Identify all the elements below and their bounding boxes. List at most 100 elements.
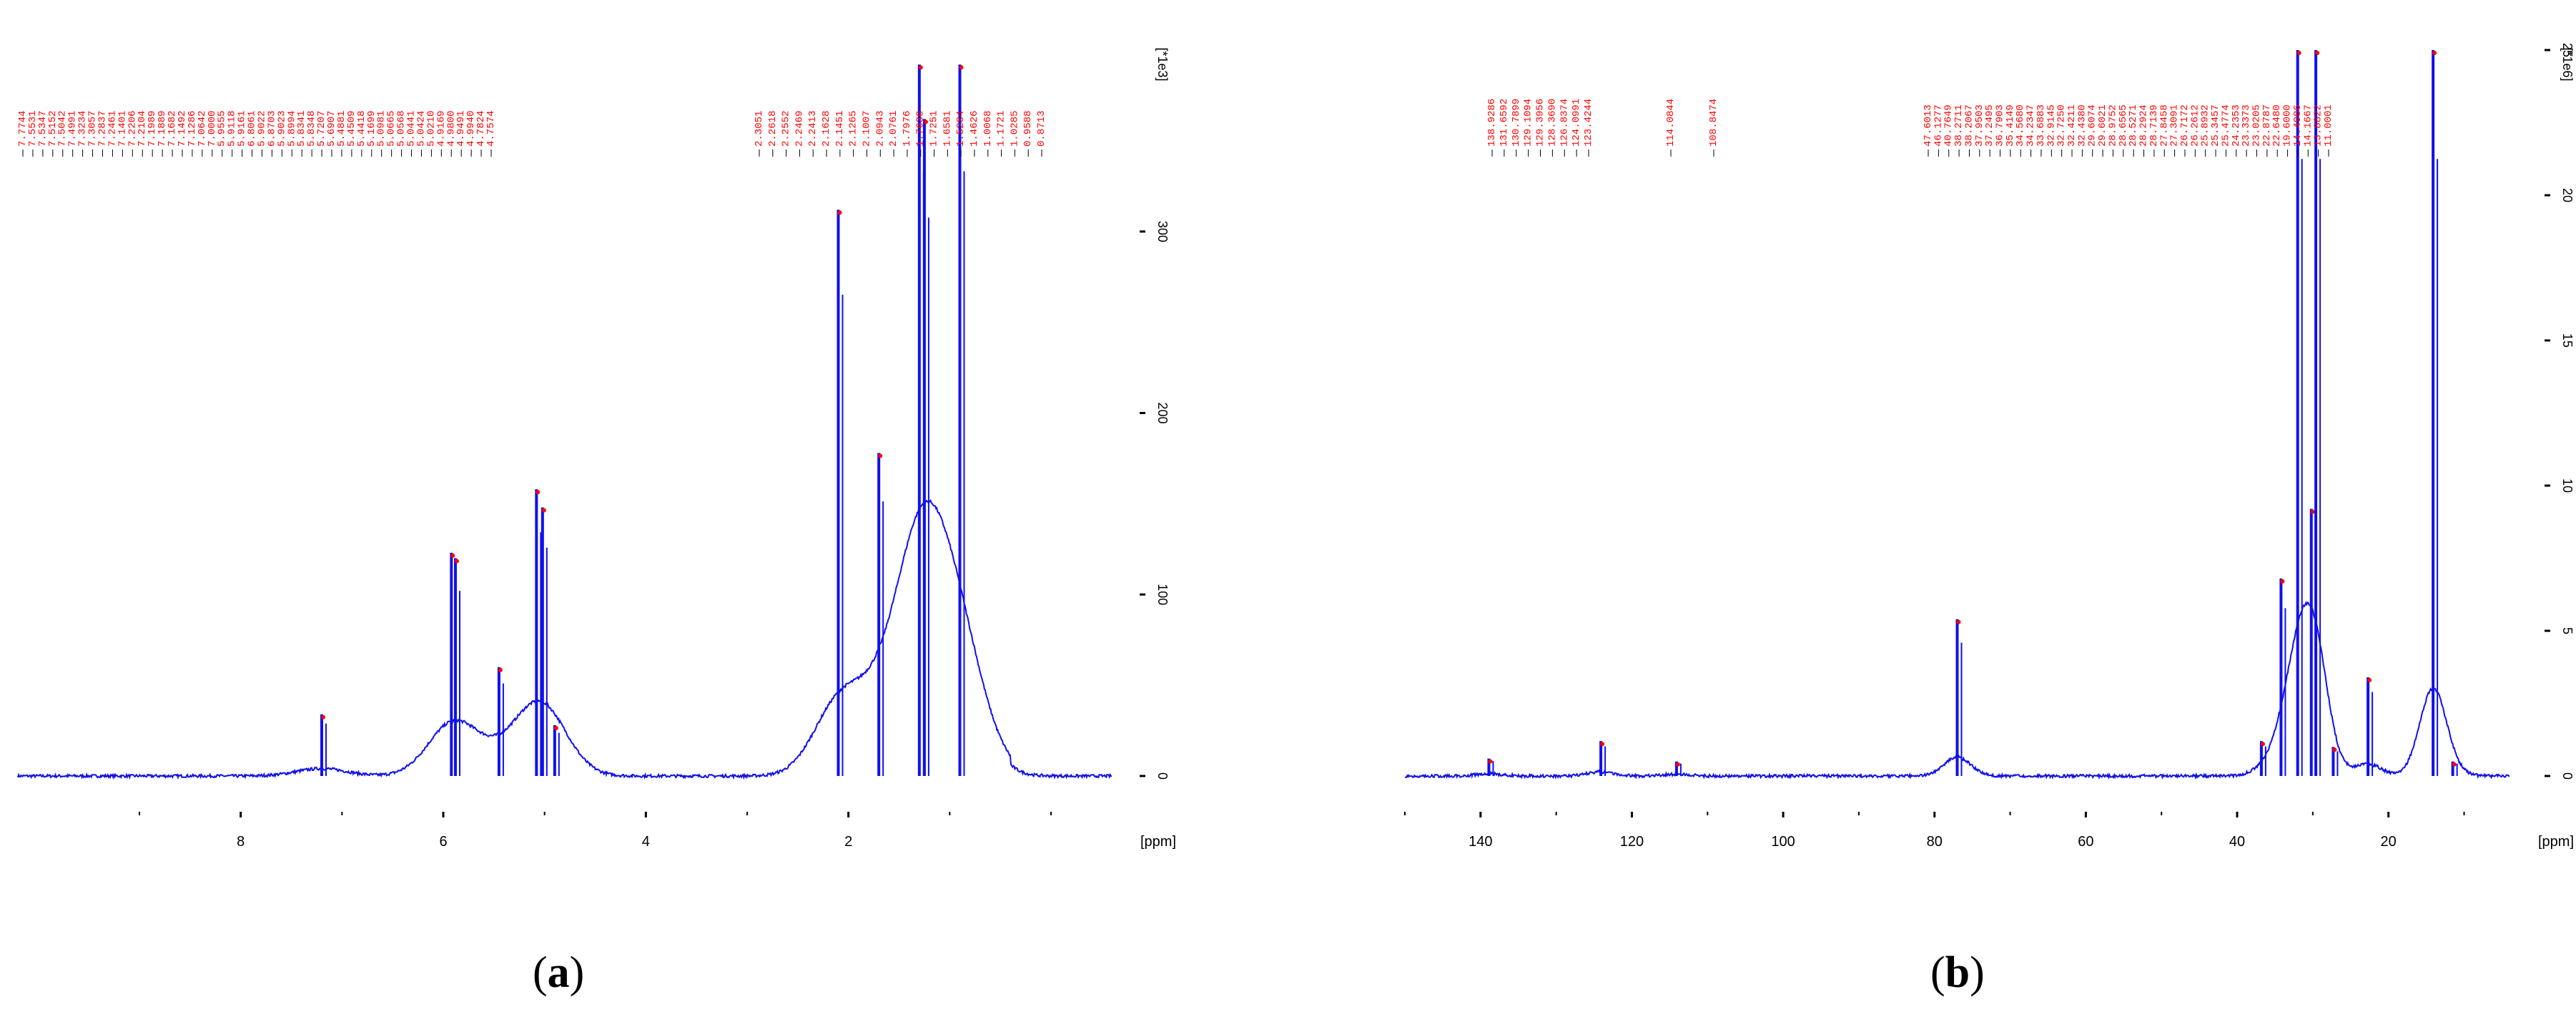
y-tick-label: 0	[2560, 772, 2575, 780]
peak-label: 5.9161	[237, 111, 248, 147]
peak-label: 5.0981	[376, 111, 388, 147]
peak-label: 22.8787	[2261, 104, 2273, 147]
y-tick-label: 25	[2560, 43, 2575, 57]
peak-label: 131.6592	[1499, 99, 1510, 147]
peak-label: 25.4774	[2220, 104, 2231, 147]
peak-label: 1.0285	[1009, 111, 1020, 147]
peak-marker	[2310, 509, 2315, 514]
peak-label: 2.0943	[874, 111, 886, 147]
peak-label: 0.9588	[1022, 111, 1034, 147]
peak-label: 5.0210	[425, 111, 437, 147]
peak-marker	[923, 119, 928, 124]
peak-label: 5.4509	[346, 111, 357, 147]
peak-label: 7.1286	[187, 111, 198, 147]
peak-label: 1.5284	[955, 111, 967, 147]
peak-marker	[1600, 742, 1605, 747]
caption-b: (b)	[1930, 948, 1985, 997]
peak-marker	[1488, 759, 1493, 764]
peak-label: 5.8348	[306, 111, 317, 147]
peak-marker	[918, 65, 923, 70]
y-tick-label: 100	[1155, 584, 1170, 605]
peak-label: 28.2924	[2138, 104, 2150, 147]
x-tick-label: 120	[1620, 834, 1644, 850]
peak-label: 124.0991	[1571, 99, 1582, 147]
x-tick-label: 8	[237, 834, 245, 850]
peak-label: 32.4380	[2076, 104, 2088, 147]
peak-label: 5.8994	[286, 111, 297, 147]
peak-label: 6.8061	[247, 111, 258, 147]
peak-label: 2.1007	[861, 111, 872, 147]
peak-label: 4.9800	[445, 111, 457, 147]
peak-label: 5.0441	[406, 111, 418, 147]
y-tick-label: 15	[2560, 333, 2575, 348]
peak-marker	[2315, 51, 2320, 55]
x-tick-label: 140	[1469, 834, 1492, 850]
peak-label: 29.6021	[2097, 104, 2108, 147]
peak-label: 7.0000	[207, 111, 218, 147]
peak-marker	[2280, 579, 2285, 584]
y-tick-label: 20	[2560, 188, 2575, 202]
peak-label: 2.2413	[807, 111, 819, 147]
peak-label: 129.3956	[1535, 99, 1546, 147]
peak-label: 34.2347	[2025, 104, 2037, 147]
peak-label: 25.8932	[2200, 104, 2211, 147]
peak-label: 7.1889	[157, 111, 168, 147]
peak-label: 5.9555	[217, 111, 228, 147]
peak-label: 23.3373	[2241, 104, 2252, 147]
peak-marker	[2260, 742, 2265, 747]
peak-label: 28.5271	[2128, 104, 2139, 147]
peak-label: 7.2461	[107, 111, 118, 147]
peak-label: 2.3051	[754, 111, 765, 147]
peak-label: 37.9503	[1974, 104, 1985, 147]
y-tick-label: 0	[1155, 772, 1170, 780]
peak-label: 28.9752	[2107, 104, 2118, 147]
peak-label: 1.4626	[969, 111, 980, 147]
peak-label: 7.5531	[27, 111, 39, 147]
peak-marker	[1956, 619, 1961, 624]
peak-marker	[2452, 762, 2457, 767]
peak-label: 7.5347	[37, 111, 49, 147]
y-axis-label: [*1e6]	[2560, 47, 2575, 81]
peak-label: 2.0761	[888, 111, 899, 147]
peak-label: 7.0642	[197, 111, 208, 147]
peak-label: 126.8374	[1559, 99, 1570, 147]
peak-label: 5.8341	[296, 111, 307, 147]
peak-label: 7.7744	[17, 111, 29, 147]
peak-marker	[837, 210, 842, 215]
peak-label: 7.2837	[97, 111, 108, 147]
peak-label: 7.3234	[77, 111, 89, 147]
peak-label: 4.9940	[465, 111, 477, 147]
peak-label: 32.7250	[2056, 104, 2068, 147]
x-tick-label: 2	[844, 834, 852, 850]
peak-label: 1.1721	[996, 111, 1007, 147]
peak-label: 27.8458	[2158, 104, 2170, 147]
x-axis-label: [ppm]	[2538, 834, 2574, 850]
peak-label: 14.1667	[2302, 104, 2314, 147]
peak-label: 2.1628	[821, 111, 832, 147]
peak-label: 108.8474	[1708, 99, 1719, 147]
peak-marker	[553, 725, 558, 730]
peak-label: 7.4991	[67, 111, 79, 147]
peak-label: 6.8703	[266, 111, 277, 147]
peak-label: 35.4149	[2005, 104, 2016, 147]
panel-a-proton-nmr-spectrum: 8 6 4 2 [ppm]0100200300[*1e3]7.77447.55317.5…	[17, 47, 1176, 850]
x-tick-label: 20	[2381, 834, 2397, 850]
peak-label: 7.1989	[147, 111, 158, 147]
x-axis-label: [ppm]	[1140, 834, 1176, 850]
peak-label: 5.0568	[396, 111, 408, 147]
peak-marker	[498, 667, 503, 672]
peak-label: 4.7574	[485, 111, 497, 147]
peak-label: 28.7139	[2148, 104, 2160, 147]
peak-label: 2.2552	[781, 111, 792, 147]
peak-label: 4.7824	[475, 111, 487, 147]
peak-marker	[536, 490, 541, 495]
peak-label: 138.9286	[1486, 99, 1498, 147]
peak-label: 0.8713	[1036, 111, 1047, 147]
peak-label: 33.6883	[2035, 104, 2047, 147]
peak-label: 4.9169	[435, 111, 447, 147]
y-tick-label: 200	[1155, 402, 1170, 423]
peak-label: 5.6907	[326, 111, 337, 147]
peak-label: 130.7899	[1511, 99, 1522, 147]
peak-label: 2.2618	[767, 111, 779, 147]
